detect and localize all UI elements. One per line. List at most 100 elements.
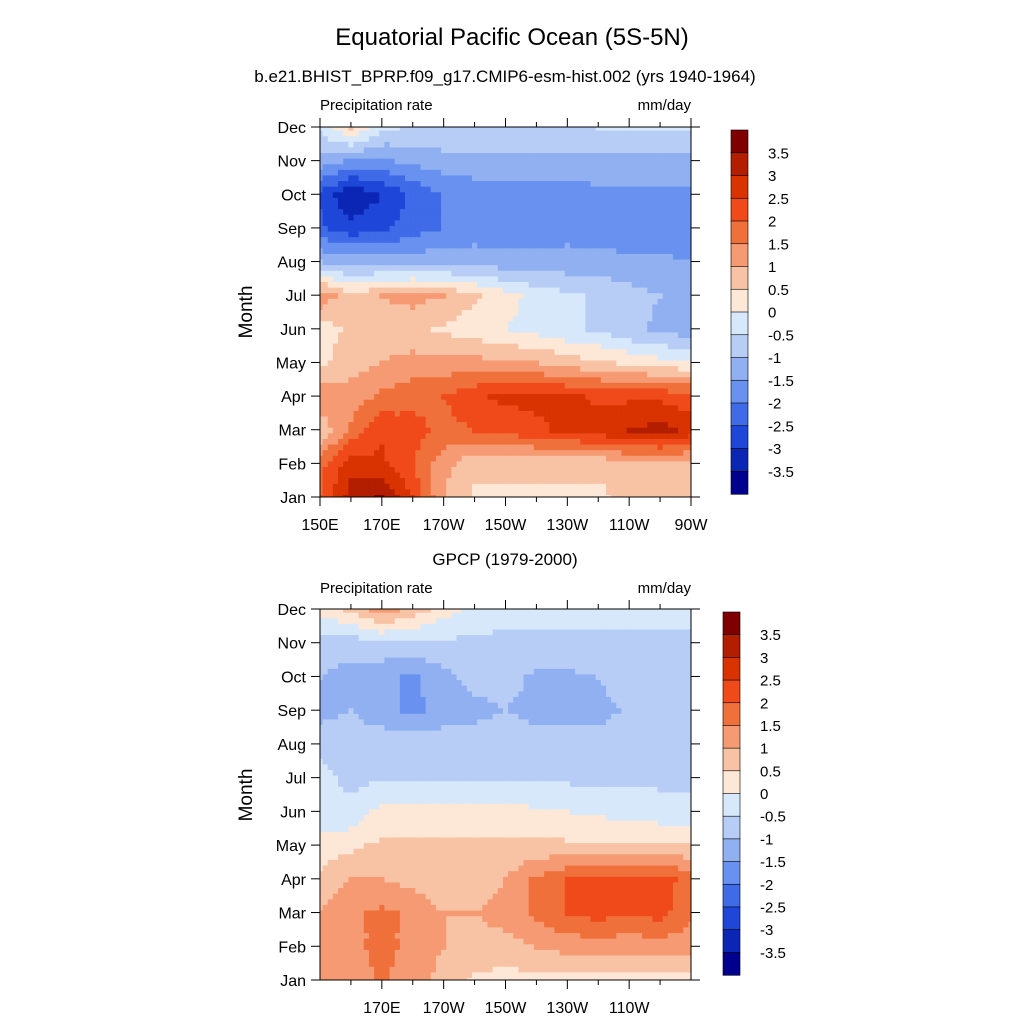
heatmap-cell bbox=[446, 454, 453, 462]
heatmap-cell bbox=[472, 219, 478, 226]
heatmap-cell bbox=[477, 309, 484, 316]
heatmap-cell bbox=[420, 320, 427, 327]
heatmap-cell bbox=[672, 127, 679, 131]
heatmap-cell bbox=[569, 286, 576, 294]
heatmap-cell bbox=[647, 225, 654, 232]
heatmap-cell bbox=[518, 230, 525, 238]
heatmap-cell bbox=[456, 241, 463, 249]
heatmap-cell bbox=[441, 297, 448, 305]
heatmap-cell bbox=[611, 449, 618, 456]
heatmap-cell bbox=[358, 292, 365, 299]
heatmap-cell bbox=[647, 275, 654, 282]
heatmap-cell bbox=[482, 365, 489, 372]
heatmap-cell bbox=[683, 202, 690, 210]
heatmap-cell bbox=[626, 135, 633, 142]
heatmap-cell bbox=[477, 387, 484, 395]
heatmap-cell bbox=[533, 191, 540, 198]
heatmap-cell bbox=[327, 482, 334, 490]
heatmap-cell bbox=[559, 454, 566, 462]
heatmap-cell bbox=[513, 488, 520, 495]
heatmap-cell bbox=[472, 225, 478, 232]
heatmap-cell bbox=[585, 241, 592, 249]
heatmap-cell bbox=[528, 247, 535, 254]
heatmap-cell bbox=[327, 460, 334, 467]
heatmap-cell bbox=[435, 264, 442, 271]
heatmap-cell bbox=[415, 230, 422, 238]
heatmap-cell bbox=[554, 337, 561, 344]
heatmap-cell bbox=[590, 213, 597, 221]
heatmap-cell bbox=[410, 269, 417, 277]
heatmap-cell bbox=[415, 443, 422, 451]
heatmap-cell bbox=[554, 354, 561, 361]
heatmap-cell bbox=[595, 152, 602, 159]
heatmap-cell bbox=[420, 482, 427, 490]
heatmap-cell bbox=[657, 376, 664, 383]
heatmap-cell bbox=[667, 152, 674, 159]
heatmap-cell bbox=[461, 393, 468, 400]
heatmap-cell bbox=[466, 163, 473, 170]
heatmap-cell bbox=[322, 225, 329, 232]
heatmap-cell bbox=[425, 977, 432, 980]
heatmap-cell bbox=[497, 393, 504, 400]
heatmap-cell bbox=[466, 432, 473, 439]
heatmap-cell bbox=[420, 213, 427, 221]
heatmap-cell bbox=[549, 127, 556, 131]
heatmap-cell bbox=[320, 208, 324, 215]
heatmap-cell bbox=[508, 443, 515, 451]
heatmap-cell bbox=[492, 421, 499, 428]
heatmap-cell bbox=[487, 482, 494, 490]
heatmap-cell bbox=[466, 365, 473, 372]
heatmap-cell bbox=[544, 292, 551, 299]
heatmap-cell bbox=[482, 292, 489, 299]
heatmap-cell bbox=[559, 314, 566, 322]
heatmap-cell bbox=[642, 230, 648, 238]
heatmap-cell bbox=[394, 443, 401, 451]
heatmap-cell bbox=[466, 415, 473, 423]
heatmap-cell bbox=[518, 482, 525, 490]
heatmap-cell bbox=[420, 432, 427, 439]
heatmap-cell bbox=[631, 135, 638, 142]
heatmap-cell bbox=[585, 264, 592, 271]
heatmap-cell bbox=[497, 169, 504, 176]
heatmap-cell bbox=[595, 253, 602, 260]
heatmap-cell bbox=[430, 488, 437, 495]
heatmap-cell bbox=[348, 365, 355, 372]
heatmap-cell bbox=[497, 337, 504, 344]
heatmap-cell bbox=[477, 404, 484, 411]
heatmap-cell bbox=[667, 180, 674, 187]
heatmap-cell bbox=[430, 370, 437, 378]
heatmap-cell bbox=[647, 494, 654, 497]
heatmap-cell bbox=[518, 180, 525, 187]
heatmap-cell bbox=[523, 163, 530, 170]
heatmap-cell bbox=[358, 185, 365, 193]
heatmap-cell bbox=[600, 141, 607, 148]
heatmap-cell bbox=[657, 208, 664, 215]
heatmap-cell bbox=[405, 443, 411, 451]
heatmap-cell bbox=[611, 365, 618, 372]
heatmap-cell bbox=[554, 320, 561, 327]
heatmap-cell bbox=[420, 488, 427, 495]
heatmap-cell bbox=[374, 197, 381, 204]
heatmap-cell bbox=[652, 359, 659, 367]
heatmap-cell bbox=[533, 236, 540, 243]
heatmap-cell bbox=[322, 432, 329, 439]
heatmap-cell bbox=[322, 264, 329, 271]
heatmap-cell bbox=[374, 253, 381, 260]
heatmap-cell bbox=[343, 342, 350, 350]
heatmap-cell bbox=[647, 359, 654, 367]
heatmap-cell bbox=[332, 482, 339, 490]
heatmap-cell bbox=[636, 180, 643, 187]
heatmap-cell bbox=[595, 157, 602, 165]
heatmap-cell bbox=[420, 382, 427, 389]
heatmap-cell bbox=[672, 387, 679, 395]
heatmap-cell bbox=[538, 264, 545, 271]
heatmap-cell bbox=[415, 466, 422, 473]
heatmap-cell bbox=[415, 146, 422, 154]
heatmap-cell bbox=[621, 438, 628, 445]
heatmap-cell bbox=[683, 443, 690, 451]
heatmap-cell bbox=[631, 286, 638, 294]
heatmap-cell bbox=[451, 359, 458, 367]
heatmap-cell bbox=[657, 141, 664, 148]
heatmap-cell bbox=[338, 152, 344, 159]
heatmap-cell bbox=[667, 253, 674, 260]
